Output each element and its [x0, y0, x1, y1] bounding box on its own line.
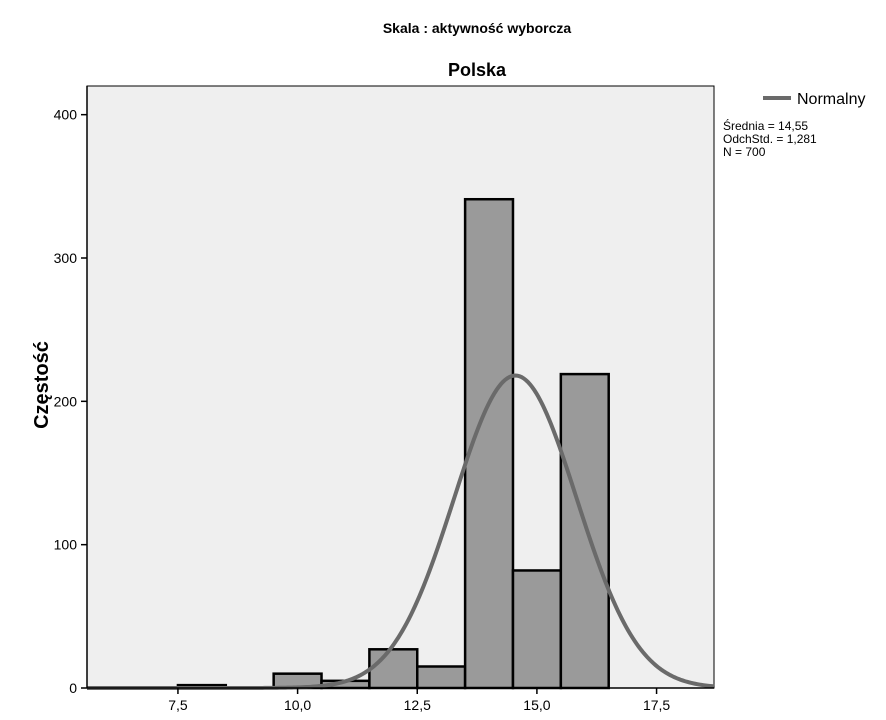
- x-tick-label: 7,5: [168, 697, 188, 713]
- bars-group: [176, 197, 610, 690]
- y-tick-label: 0: [69, 680, 77, 696]
- axes-group: 7,5 10,0 12,5 15,0 17,5 0 100 200 300 400: [54, 86, 714, 713]
- x-tick-label: 17,5: [643, 697, 670, 713]
- histogram-bar: [463, 197, 515, 690]
- chart-title: Skala : aktywność wyborcza: [383, 20, 572, 36]
- y-tick-label: 200: [54, 393, 78, 409]
- x-tick-label: 10,0: [284, 697, 311, 713]
- histogram-bar: [368, 648, 419, 690]
- legend-stat-mean: Średnia = 14,55: [723, 118, 808, 133]
- plot-area: [86, 85, 715, 689]
- y-axis-label: Częstość: [31, 341, 53, 429]
- y-tick-label: 100: [54, 537, 78, 553]
- x-tick-label: 15,0: [523, 697, 550, 713]
- y-tick-label: 300: [54, 250, 78, 266]
- legend-stat-n: N = 700: [723, 145, 766, 159]
- x-tick-label: 12,5: [404, 697, 431, 713]
- legend: Normalny Średnia = 14,55 OdchStd. = 1,28…: [723, 91, 865, 159]
- legend-entry-normal: Normalny: [797, 91, 865, 108]
- legend-stat-sd: OdchStd. = 1,281: [723, 132, 817, 146]
- y-tick-label: 400: [54, 107, 78, 123]
- histogram-bar: [511, 569, 563, 690]
- histogram-bar: [559, 372, 610, 690]
- histogram-bar: [416, 665, 467, 690]
- chart-subtitle: Polska: [448, 60, 507, 80]
